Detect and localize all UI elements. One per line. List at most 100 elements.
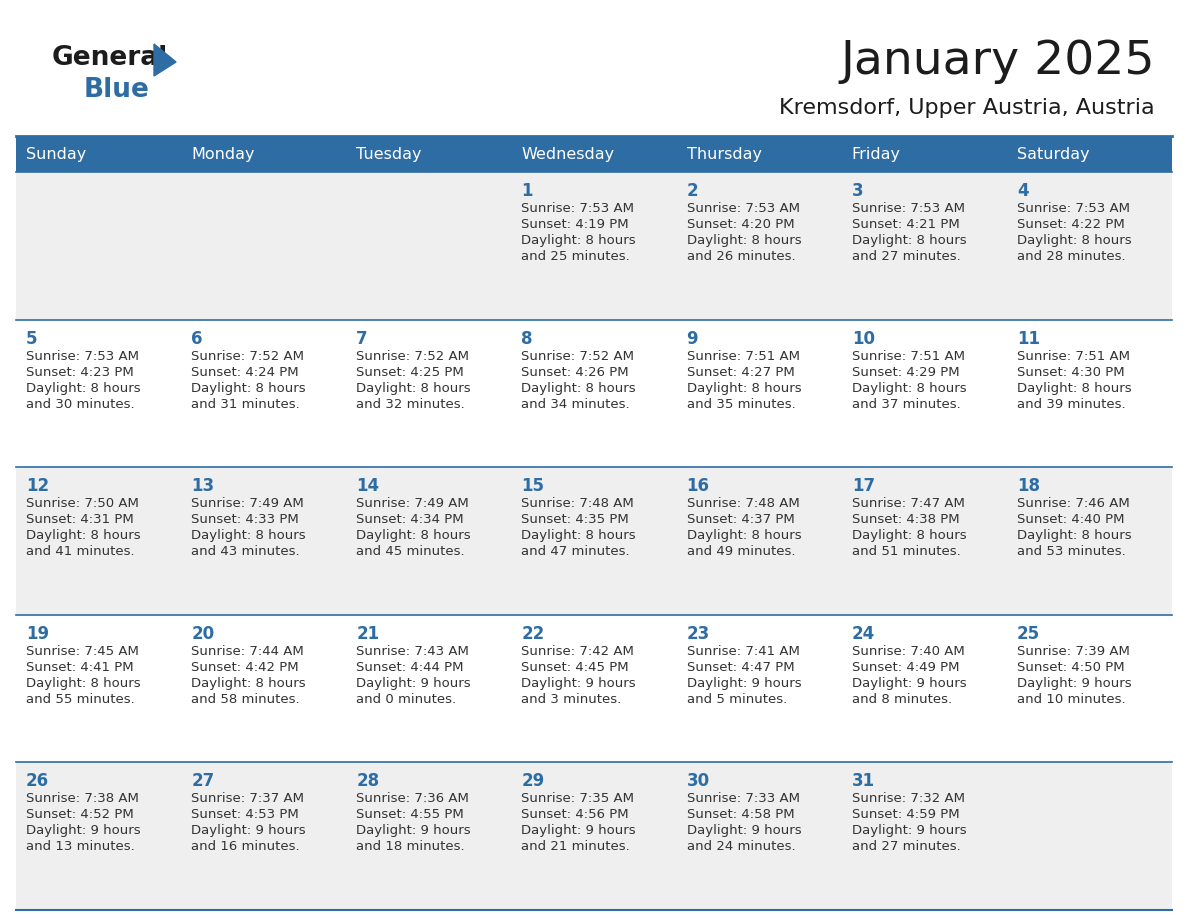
Polygon shape	[154, 44, 176, 76]
Text: and 0 minutes.: and 0 minutes.	[356, 693, 456, 706]
Text: and 37 minutes.: and 37 minutes.	[852, 397, 960, 410]
Text: Daylight: 8 hours: Daylight: 8 hours	[522, 382, 636, 395]
Text: 25: 25	[1017, 625, 1040, 643]
Text: Sunrise: 7:44 AM: Sunrise: 7:44 AM	[191, 644, 304, 658]
Text: Sunrise: 7:53 AM: Sunrise: 7:53 AM	[687, 202, 800, 215]
Text: Daylight: 9 hours: Daylight: 9 hours	[852, 677, 966, 689]
Text: 20: 20	[191, 625, 214, 643]
Text: and 3 minutes.: and 3 minutes.	[522, 693, 621, 706]
Text: Thursday: Thursday	[687, 147, 762, 162]
Text: Wednesday: Wednesday	[522, 147, 614, 162]
Text: Sunrise: 7:43 AM: Sunrise: 7:43 AM	[356, 644, 469, 658]
Text: Daylight: 8 hours: Daylight: 8 hours	[356, 529, 470, 543]
Bar	[15, 763, 1173, 910]
Bar	[15, 467, 1173, 615]
Text: Sunset: 4:42 PM: Sunset: 4:42 PM	[191, 661, 298, 674]
Text: Sunset: 4:53 PM: Sunset: 4:53 PM	[191, 809, 299, 822]
Text: Sunset: 4:50 PM: Sunset: 4:50 PM	[1017, 661, 1125, 674]
Text: 23: 23	[687, 625, 709, 643]
Text: Sunset: 4:30 PM: Sunset: 4:30 PM	[1017, 365, 1125, 378]
Text: Sunrise: 7:52 AM: Sunrise: 7:52 AM	[522, 350, 634, 363]
Text: and 43 minutes.: and 43 minutes.	[191, 545, 299, 558]
Text: Daylight: 9 hours: Daylight: 9 hours	[687, 824, 801, 837]
Text: 19: 19	[26, 625, 49, 643]
Text: and 13 minutes.: and 13 minutes.	[26, 840, 134, 854]
Text: 6: 6	[191, 330, 203, 348]
Text: and 58 minutes.: and 58 minutes.	[191, 693, 299, 706]
Text: Sunset: 4:33 PM: Sunset: 4:33 PM	[191, 513, 299, 526]
Text: 29: 29	[522, 772, 544, 790]
Text: Sunrise: 7:39 AM: Sunrise: 7:39 AM	[1017, 644, 1130, 658]
Text: 2: 2	[687, 182, 699, 200]
Text: Daylight: 8 hours: Daylight: 8 hours	[687, 234, 801, 247]
Text: Friday: Friday	[852, 147, 901, 162]
Text: Sunset: 4:25 PM: Sunset: 4:25 PM	[356, 365, 465, 378]
Text: Saturday: Saturday	[1017, 147, 1089, 162]
Text: and 39 minutes.: and 39 minutes.	[1017, 397, 1125, 410]
Text: 16: 16	[687, 477, 709, 495]
Text: Sunday: Sunday	[26, 147, 87, 162]
Text: Daylight: 8 hours: Daylight: 8 hours	[852, 529, 966, 543]
Text: Sunrise: 7:51 AM: Sunrise: 7:51 AM	[1017, 350, 1130, 363]
Text: Sunrise: 7:46 AM: Sunrise: 7:46 AM	[1017, 498, 1130, 510]
Text: Sunset: 4:44 PM: Sunset: 4:44 PM	[356, 661, 463, 674]
Text: Sunset: 4:37 PM: Sunset: 4:37 PM	[687, 513, 795, 526]
Text: and 55 minutes.: and 55 minutes.	[26, 693, 134, 706]
Text: Sunrise: 7:51 AM: Sunrise: 7:51 AM	[852, 350, 965, 363]
Text: 27: 27	[191, 772, 214, 790]
Text: and 53 minutes.: and 53 minutes.	[1017, 545, 1125, 558]
Text: Daylight: 8 hours: Daylight: 8 hours	[26, 529, 140, 543]
Text: Daylight: 8 hours: Daylight: 8 hours	[852, 382, 966, 395]
Text: Sunset: 4:22 PM: Sunset: 4:22 PM	[1017, 218, 1125, 231]
Text: Daylight: 9 hours: Daylight: 9 hours	[356, 677, 470, 689]
Text: 22: 22	[522, 625, 544, 643]
Text: Sunrise: 7:49 AM: Sunrise: 7:49 AM	[191, 498, 304, 510]
Text: Sunset: 4:35 PM: Sunset: 4:35 PM	[522, 513, 630, 526]
Text: 15: 15	[522, 477, 544, 495]
Text: 30: 30	[687, 772, 709, 790]
Text: Daylight: 9 hours: Daylight: 9 hours	[522, 677, 636, 689]
Text: Daylight: 9 hours: Daylight: 9 hours	[522, 824, 636, 837]
Text: Sunset: 4:27 PM: Sunset: 4:27 PM	[687, 365, 795, 378]
Text: and 26 minutes.: and 26 minutes.	[687, 250, 795, 263]
Text: 18: 18	[1017, 477, 1040, 495]
Text: Daylight: 9 hours: Daylight: 9 hours	[26, 824, 140, 837]
Text: Daylight: 9 hours: Daylight: 9 hours	[191, 824, 305, 837]
Text: Sunrise: 7:53 AM: Sunrise: 7:53 AM	[26, 350, 139, 363]
Text: Daylight: 8 hours: Daylight: 8 hours	[191, 529, 305, 543]
Text: Sunset: 4:26 PM: Sunset: 4:26 PM	[522, 365, 630, 378]
Text: and 45 minutes.: and 45 minutes.	[356, 545, 465, 558]
Text: Sunset: 4:40 PM: Sunset: 4:40 PM	[1017, 513, 1124, 526]
Text: 10: 10	[852, 330, 874, 348]
Text: and 24 minutes.: and 24 minutes.	[687, 840, 795, 854]
Text: Sunrise: 7:33 AM: Sunrise: 7:33 AM	[687, 792, 800, 805]
Text: Sunrise: 7:37 AM: Sunrise: 7:37 AM	[191, 792, 304, 805]
Text: Daylight: 8 hours: Daylight: 8 hours	[1017, 234, 1131, 247]
Text: 28: 28	[356, 772, 379, 790]
Bar	[15, 136, 181, 172]
Text: Sunrise: 7:36 AM: Sunrise: 7:36 AM	[356, 792, 469, 805]
Text: Daylight: 9 hours: Daylight: 9 hours	[1017, 677, 1131, 689]
Text: Kremsdorf, Upper Austria, Austria: Kremsdorf, Upper Austria, Austria	[779, 98, 1155, 118]
Text: Sunrise: 7:47 AM: Sunrise: 7:47 AM	[852, 498, 965, 510]
Text: and 28 minutes.: and 28 minutes.	[1017, 250, 1125, 263]
Text: 5: 5	[26, 330, 38, 348]
Text: Sunrise: 7:49 AM: Sunrise: 7:49 AM	[356, 498, 469, 510]
Text: Daylight: 8 hours: Daylight: 8 hours	[1017, 382, 1131, 395]
Text: and 16 minutes.: and 16 minutes.	[191, 840, 299, 854]
Text: Sunset: 4:38 PM: Sunset: 4:38 PM	[852, 513, 960, 526]
Text: Daylight: 8 hours: Daylight: 8 hours	[26, 382, 140, 395]
Text: Sunrise: 7:35 AM: Sunrise: 7:35 AM	[522, 792, 634, 805]
Text: Sunrise: 7:48 AM: Sunrise: 7:48 AM	[687, 498, 800, 510]
Text: 13: 13	[191, 477, 214, 495]
Text: Daylight: 8 hours: Daylight: 8 hours	[852, 234, 966, 247]
Text: Sunrise: 7:53 AM: Sunrise: 7:53 AM	[852, 202, 965, 215]
Text: and 27 minutes.: and 27 minutes.	[852, 840, 960, 854]
Text: Tuesday: Tuesday	[356, 147, 422, 162]
Text: Daylight: 8 hours: Daylight: 8 hours	[356, 382, 470, 395]
Text: Sunset: 4:21 PM: Sunset: 4:21 PM	[852, 218, 960, 231]
Text: Sunset: 4:24 PM: Sunset: 4:24 PM	[191, 365, 298, 378]
Text: Sunset: 4:34 PM: Sunset: 4:34 PM	[356, 513, 463, 526]
Text: 31: 31	[852, 772, 874, 790]
Text: and 41 minutes.: and 41 minutes.	[26, 545, 134, 558]
